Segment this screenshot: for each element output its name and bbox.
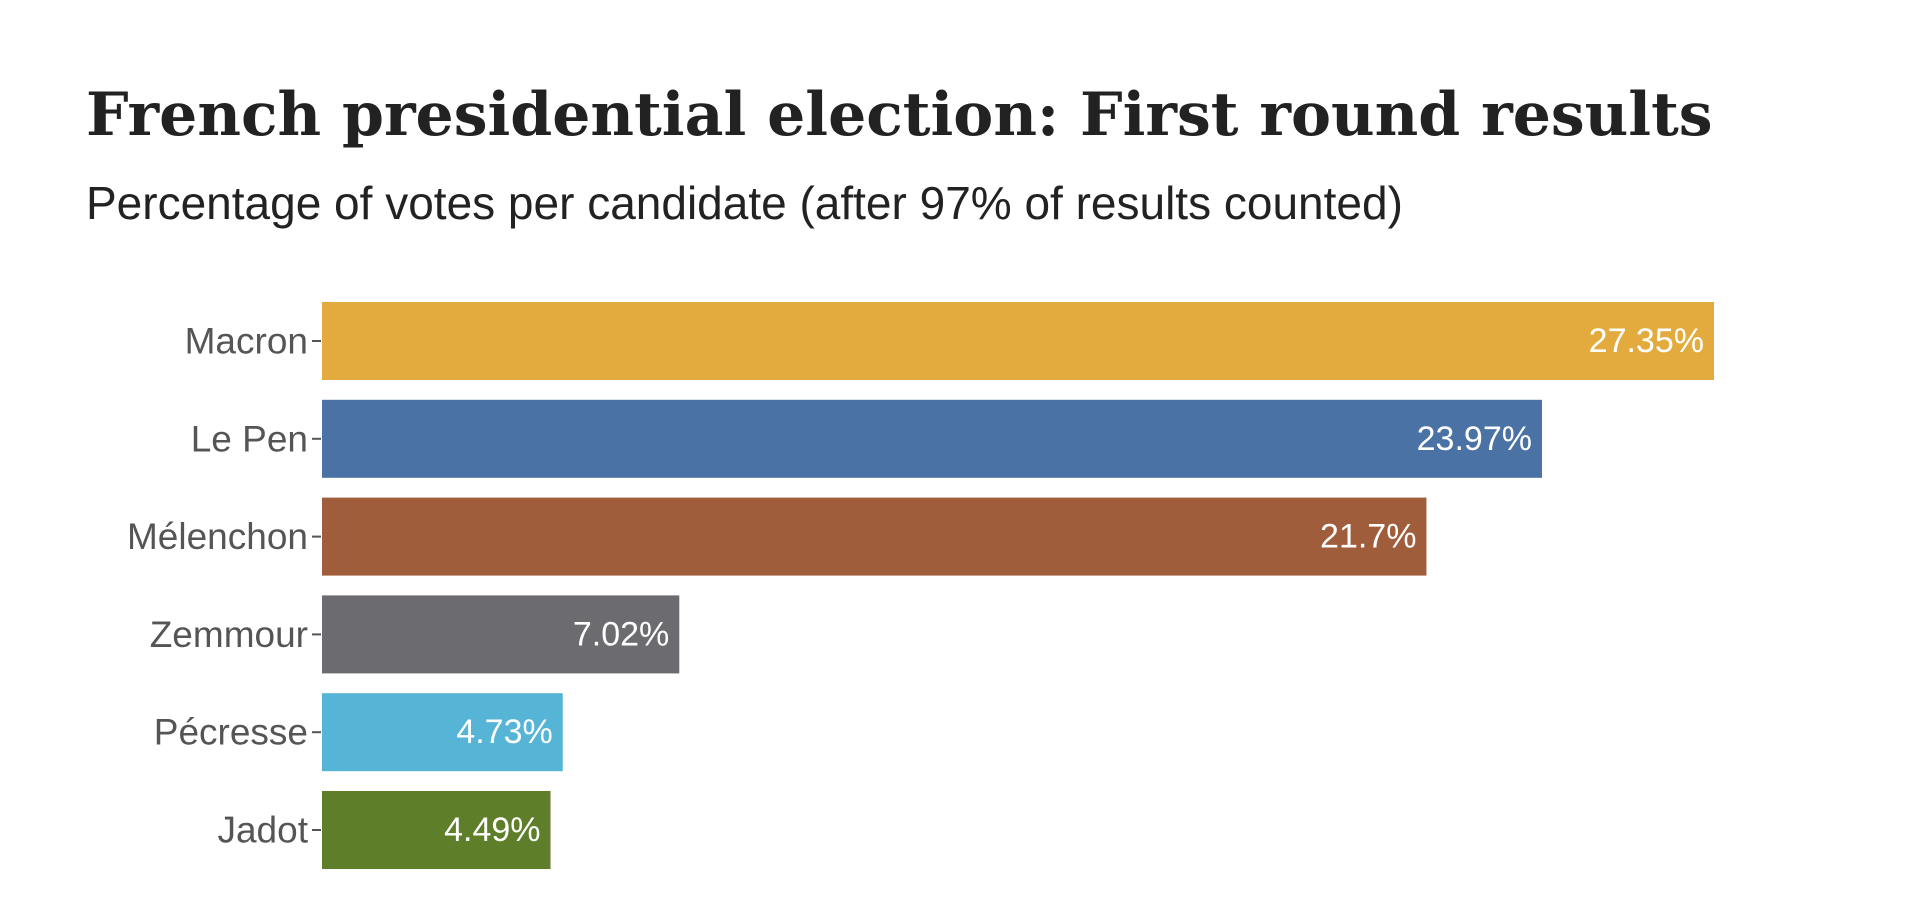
bar-5 xyxy=(322,693,563,772)
chart-subtitle: Percentage of votes per candidate (after… xyxy=(86,177,1403,229)
value-label: 4.49% xyxy=(444,811,540,849)
bar-1 xyxy=(322,302,1714,380)
bar-6 xyxy=(322,791,551,869)
category-label: Zemmour xyxy=(150,614,308,655)
value-label: 7.02% xyxy=(573,615,669,653)
category-label: Jadot xyxy=(217,810,308,851)
bar-2 xyxy=(322,399,1542,478)
value-label: 4.73% xyxy=(456,713,552,751)
bar-3 xyxy=(322,497,1427,576)
chart-title: French presidential election: First roun… xyxy=(86,80,1713,150)
value-label: 27.35% xyxy=(1589,322,1704,360)
bar-4 xyxy=(322,595,680,674)
bars-group: Macron 27.35% Le Pen 23.97% Mélenchon 21.7% Ze… xyxy=(127,302,1714,869)
category-label: Pécresse xyxy=(154,712,308,753)
value-label: 21.7% xyxy=(1320,518,1416,556)
category-label: Le Pen xyxy=(191,418,308,459)
category-label: Mélenchon xyxy=(127,516,308,557)
value-label: 23.97% xyxy=(1417,420,1532,458)
category-label: Macron xyxy=(185,321,308,362)
